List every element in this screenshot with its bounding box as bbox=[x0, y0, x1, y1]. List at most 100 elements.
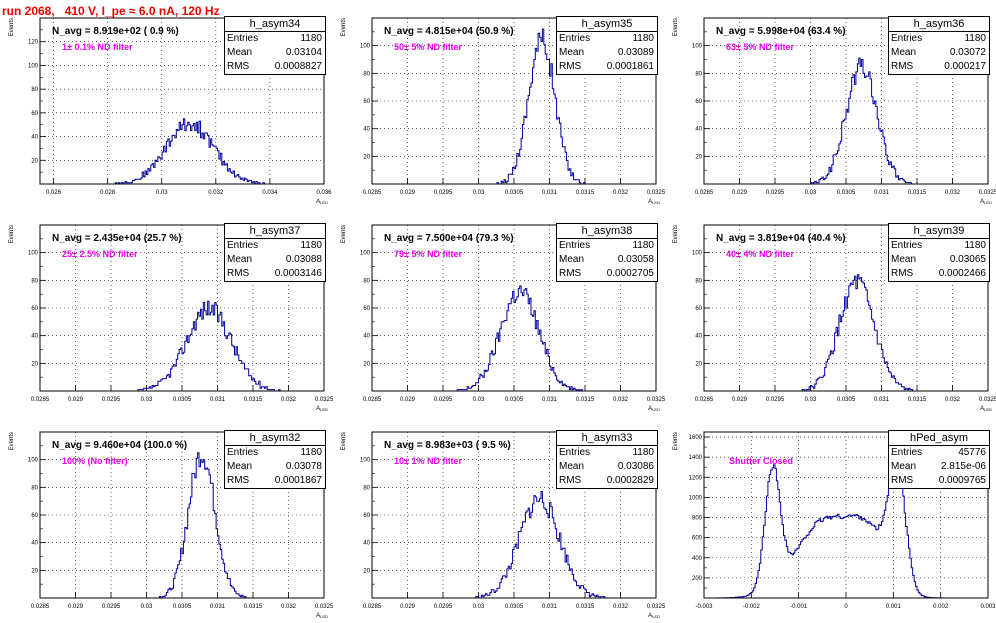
stats-label: Mean bbox=[891, 461, 917, 472]
stats-label: Entries bbox=[227, 240, 259, 251]
stats-value: 1180 bbox=[632, 33, 654, 44]
histogram-series bbox=[40, 118, 324, 185]
stats-label: Mean bbox=[227, 47, 253, 58]
x-tick-label: 0.0285 bbox=[695, 190, 714, 196]
stats-label: Entries bbox=[227, 33, 259, 44]
histogram-plot: 0.026 0.028 0.03 0.032 0.034 0.036 20 40 60 80 100… bbox=[9, 17, 332, 205]
y-tick-label: 60 bbox=[363, 306, 370, 312]
stats-row-entries: Entries 1180 bbox=[889, 239, 989, 253]
navg-label: N_avg = 8.983e+03 ( 9.5 %) bbox=[384, 440, 511, 451]
y-tick-label: 120 bbox=[28, 40, 39, 46]
stats-label: RMS bbox=[559, 268, 582, 279]
y-tick-label: 60 bbox=[695, 99, 702, 105]
stats-box-title: h_asym33 bbox=[557, 431, 657, 446]
y-tick-label: 20 bbox=[363, 568, 370, 574]
stats-row-rms: RMS 0.0001861 bbox=[557, 60, 657, 74]
x-axis-label: ALED bbox=[648, 406, 660, 412]
stats-value: 0.0009765 bbox=[938, 475, 986, 486]
x-tick-label: 0.0285 bbox=[363, 397, 382, 403]
x-axis-label: ALED bbox=[648, 199, 660, 205]
stats-label: Mean bbox=[559, 461, 585, 472]
x-tick-label: 0.0315 bbox=[576, 397, 595, 403]
y-tick-label: 60 bbox=[31, 306, 38, 312]
x-tick-label: 0.032 bbox=[281, 397, 297, 403]
x-axis-label-sub: LED bbox=[320, 614, 328, 619]
x-tick-label: 0.032 bbox=[281, 604, 297, 610]
x-tick-label: 0.029 bbox=[732, 190, 748, 196]
x-tick-label: 0 bbox=[844, 604, 848, 610]
stats-label: RMS bbox=[559, 475, 582, 486]
stats-box-title: h_asym38 bbox=[557, 224, 657, 239]
stats-row-entries: Entries 45776 bbox=[889, 446, 989, 460]
stats-value: 1180 bbox=[964, 240, 986, 251]
histogram-panel-h_asym37: 0.0285 0.029 0.0295 0.03 0.0305 0.031 0.0315 0.… bbox=[0, 209, 334, 416]
x-tick-label: 0.0315 bbox=[908, 190, 927, 196]
x-tick-label: 0.0295 bbox=[102, 604, 121, 610]
stats-row-entries: Entries 1180 bbox=[225, 446, 325, 460]
stats-value: 1180 bbox=[300, 240, 322, 251]
x-tick-label: 0.0295 bbox=[102, 397, 121, 403]
histogram-panel-h_asym34: 0.026 0.028 0.03 0.032 0.034 0.036 20 40 60 80 100… bbox=[0, 2, 332, 209]
y-axis-label: Events bbox=[673, 18, 679, 36]
y-tick-label: 60 bbox=[31, 513, 38, 519]
y-tick-label: 100 bbox=[360, 44, 371, 50]
x-tick-label: 0.0285 bbox=[31, 397, 50, 403]
stats-label: Entries bbox=[891, 33, 923, 44]
stats-box: h_asym34 Entries 1180 Mean 0.03104 RMS 0.00088… bbox=[224, 16, 326, 75]
x-tick-label: 0.0315 bbox=[908, 397, 927, 403]
x-tick-label: 0.03 bbox=[805, 397, 817, 403]
navg-label: N_avg = 9.460e+04 (100.0 %) bbox=[52, 440, 188, 451]
stats-box-title: h_asym39 bbox=[889, 224, 989, 239]
y-tick-label: 80 bbox=[31, 485, 38, 491]
filter-annotation: 10± 1% ND filter bbox=[394, 456, 462, 466]
histogram-panel-h_asym39: 0.0285 0.029 0.0295 0.03 0.0305 0.031 0.0315 0.… bbox=[664, 209, 996, 416]
stats-label: Entries bbox=[559, 447, 591, 458]
x-tick-label: 0.0295 bbox=[434, 397, 453, 403]
stats-value: 0.0003146 bbox=[274, 268, 322, 279]
x-tick-label: 0.0325 bbox=[315, 604, 334, 610]
x-tick-label: 0.032 bbox=[613, 190, 629, 196]
stats-value: 0.03072 bbox=[949, 47, 986, 58]
x-tick-label: 0.026 bbox=[46, 190, 62, 196]
stats-label: Entries bbox=[559, 33, 591, 44]
stats-label: RMS bbox=[227, 61, 250, 72]
y-axis-label: Events bbox=[341, 18, 347, 36]
stats-row-mean: Mean 0.03065 bbox=[889, 253, 989, 267]
stats-row-mean: Mean 0.03072 bbox=[889, 46, 989, 60]
stats-label: Entries bbox=[891, 240, 923, 251]
x-tick-label: 0.0285 bbox=[695, 397, 714, 403]
x-tick-label: 0.031 bbox=[210, 604, 226, 610]
x-tick-label: 0.031 bbox=[210, 397, 226, 403]
x-tick-label: 0.0305 bbox=[505, 604, 524, 610]
y-tick-label: 800 bbox=[692, 516, 703, 522]
x-tick-label: 0.0295 bbox=[766, 190, 785, 196]
x-tick-label: 0.032 bbox=[945, 190, 961, 196]
stats-row-mean: Mean 0.03088 bbox=[225, 253, 325, 267]
x-tick-label: 0.0315 bbox=[576, 190, 595, 196]
x-axis-label: ALED bbox=[316, 199, 328, 205]
x-tick-label: 0.0295 bbox=[434, 190, 453, 196]
stats-value: 1180 bbox=[632, 447, 654, 458]
stats-row-mean: Mean 0.03104 bbox=[225, 46, 325, 60]
x-tick-label: 0.0285 bbox=[363, 604, 382, 610]
x-axis-label-sub: LED bbox=[984, 407, 992, 412]
y-tick-label: 40 bbox=[31, 334, 38, 340]
y-tick-label: 1400 bbox=[689, 455, 703, 461]
x-axis-label: ALED bbox=[980, 406, 992, 412]
navg-label: N_avg = 3.819e+04 (40.4 %) bbox=[716, 233, 846, 244]
y-axis-label: Events bbox=[9, 18, 15, 36]
x-tick-label: 0.029 bbox=[400, 190, 416, 196]
navg-label: N_avg = 2.435e+04 (25.7 %) bbox=[52, 233, 182, 244]
stats-row-rms: RMS 0.0002705 bbox=[557, 267, 657, 281]
y-tick-label: 1200 bbox=[689, 475, 703, 481]
stats-box-title: h_asym37 bbox=[225, 224, 325, 239]
histogram-panel-h_asym32: 0.0285 0.029 0.0295 0.03 0.0305 0.031 0.0315 0.… bbox=[0, 416, 334, 623]
x-tick-label: 0.002 bbox=[933, 604, 949, 610]
x-tick-label: 0.03 bbox=[805, 190, 817, 196]
stats-row-rms: RMS 0.0001867 bbox=[225, 474, 325, 488]
x-tick-label: 0.03 bbox=[473, 604, 485, 610]
x-tick-label: 0.0315 bbox=[244, 604, 263, 610]
x-tick-label: 0.03 bbox=[473, 397, 485, 403]
y-tick-label: 40 bbox=[363, 334, 370, 340]
stats-row-mean: Mean 0.03089 bbox=[557, 46, 657, 60]
